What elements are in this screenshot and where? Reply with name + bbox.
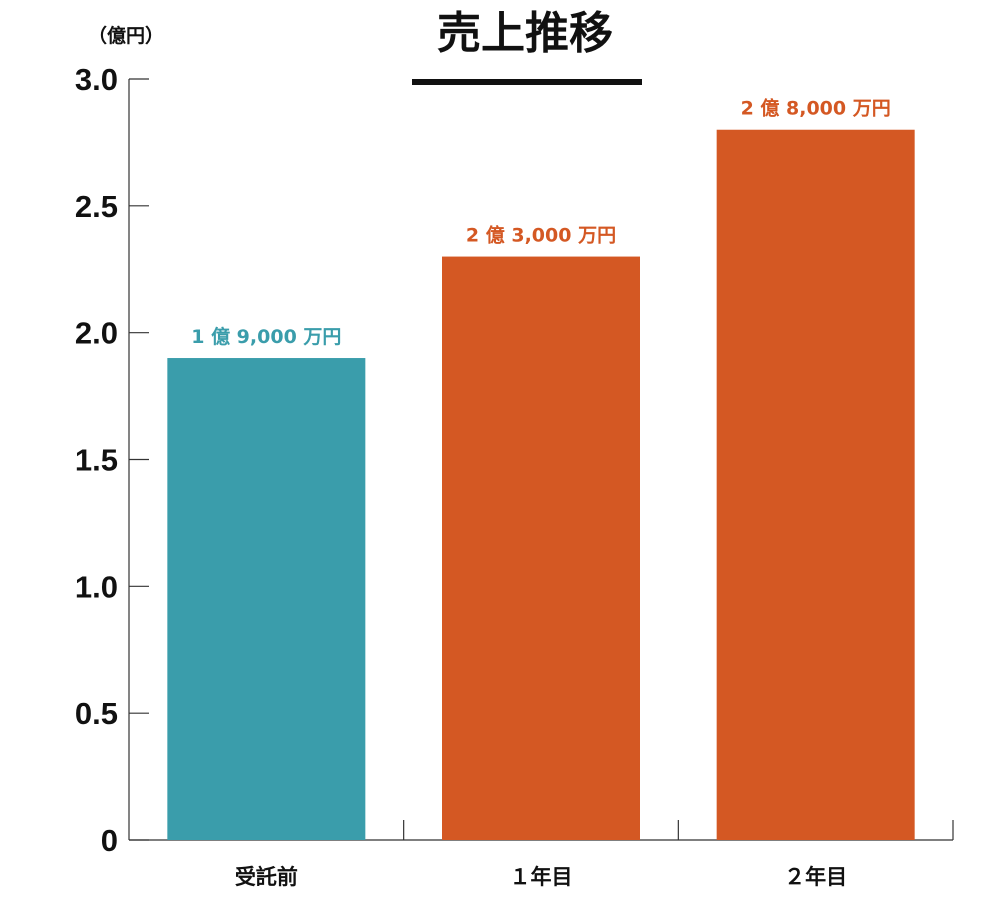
bar-2 — [442, 256, 640, 841]
y-tick-label: 3.0 — [75, 62, 118, 97]
y-axis-unit-label: （億円） — [88, 24, 164, 47]
bar-3 — [716, 129, 915, 840]
title-underline — [412, 79, 642, 85]
y-tick-label: 1.5 — [75, 443, 118, 478]
bar-1 — [167, 358, 366, 840]
x-category-label: 受託前 — [235, 865, 298, 889]
y-axis-ticks: 0 0.5 1.0 1.5 2.0 2.5 3.0 — [75, 62, 149, 858]
y-tick-label: 2.0 — [75, 316, 118, 351]
bar-value-label: 1 億 9,000 万円 — [191, 325, 341, 348]
y-tick-label: 0 — [101, 823, 118, 858]
y-tick-label: 2.5 — [75, 189, 118, 224]
category-labels: 受託前 １年目 ２年目 — [235, 865, 847, 889]
bar-value-label: 2 億 8,000 万円 — [741, 97, 891, 120]
bar-series — [167, 129, 915, 841]
bar-value-label: 2 億 3,000 万円 — [466, 224, 616, 247]
x-category-label: １年目 — [510, 865, 573, 889]
x-category-label: ２年目 — [784, 865, 847, 889]
bar-value-labels: 1 億 9,000 万円 2 億 3,000 万円 2 億 8,000 万円 — [191, 97, 891, 348]
x-axis-ticks — [403, 820, 954, 840]
y-tick-label: 0.5 — [75, 696, 118, 731]
y-tick-label: 1.0 — [75, 569, 118, 604]
chart-title: 売上推移 — [437, 8, 613, 59]
